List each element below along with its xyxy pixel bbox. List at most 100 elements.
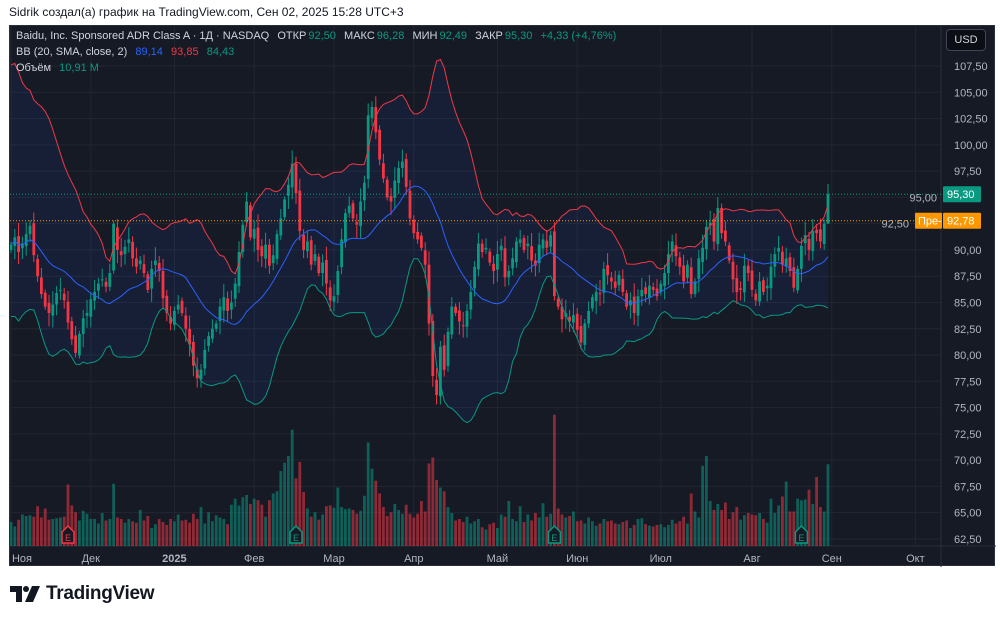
x-tick-label: Дек — [82, 553, 101, 565]
candle-body — [492, 263, 495, 271]
candle-body — [511, 258, 514, 269]
volume-bar — [199, 507, 203, 546]
tradingview-logo-icon — [10, 586, 40, 602]
candle-body — [545, 240, 549, 248]
candle-body — [150, 268, 153, 289]
candle-body — [249, 205, 252, 238]
volume-bar — [480, 527, 484, 546]
volume-bar — [537, 517, 541, 546]
tradingview-logo[interactable]: TradingView — [10, 583, 155, 605]
volume-bar — [689, 493, 693, 546]
candle-body — [480, 243, 484, 253]
candle-body — [252, 228, 256, 239]
candle-body — [70, 321, 74, 340]
volume-bar — [161, 522, 165, 546]
candle-body — [663, 273, 666, 287]
candle-body — [598, 293, 602, 295]
volume-bar — [575, 521, 579, 546]
volume-bar — [792, 511, 796, 546]
candle-body — [819, 229, 822, 242]
x-tick-label: Май — [487, 553, 509, 565]
volume-bar — [241, 497, 245, 546]
low-value: 92,49 — [439, 30, 467, 42]
volume-bar — [629, 528, 632, 546]
candle-body — [655, 288, 659, 297]
candle-body — [803, 235, 807, 244]
candle-body — [180, 300, 184, 313]
volume-bar — [712, 510, 716, 546]
bb-legend[interactable]: BB (20, SMA, close, 2) 89,14 93,85 84,43 — [16, 46, 236, 58]
candle-body — [344, 213, 347, 242]
candle-body — [621, 278, 625, 292]
symbol-legend[interactable]: Baidu, Inc. Sponsored ADR Class A · 1Д ·… — [16, 30, 618, 42]
x-tick-label: Ноя — [12, 553, 32, 565]
candle-body — [640, 289, 644, 297]
volume-bar — [214, 515, 218, 546]
volume-bar — [735, 507, 739, 546]
volume-bar — [822, 511, 826, 546]
candle-body — [541, 239, 545, 249]
volume-legend[interactable]: Объём 10,91 M — [16, 62, 101, 74]
volume-bar — [260, 504, 264, 546]
volume-bar — [302, 492, 305, 546]
chart-frame[interactable]: 107,50 105,00 102,50 100,00 97,50 95,00 92,50 9… — [9, 25, 996, 567]
candle-body — [302, 234, 305, 250]
y-tick-label: 97,50 — [954, 166, 982, 178]
earnings-marker-shape — [289, 524, 303, 544]
volume-bar — [385, 516, 389, 546]
volume-bar — [579, 520, 583, 546]
candle-body — [800, 245, 803, 269]
close-label: ЗАКР — [475, 30, 503, 42]
volume-bar — [739, 519, 742, 546]
volume-bar — [271, 493, 275, 546]
volume-bar — [195, 519, 199, 546]
candle-body — [735, 278, 739, 292]
volume-bar — [568, 516, 571, 546]
candle-body — [264, 244, 267, 259]
volume-bar — [13, 526, 17, 546]
candle-body — [355, 222, 359, 225]
volume-bar — [36, 506, 39, 546]
volume-bar — [81, 510, 85, 546]
candle-body — [298, 190, 302, 232]
candle-body — [670, 241, 674, 252]
volume-bar — [758, 513, 761, 546]
last-price-badge — [943, 186, 981, 203]
y-tick-label: 70,00 — [954, 455, 982, 467]
candle-body — [705, 226, 708, 250]
bb-lower-value: 84,43 — [206, 46, 235, 58]
volume-bar — [807, 489, 811, 546]
candle-body — [290, 163, 294, 188]
volume-bar — [325, 506, 328, 546]
candle-body — [579, 326, 583, 343]
candle-body — [66, 301, 70, 323]
volume-bar — [788, 511, 792, 546]
currency-button[interactable]: USD — [946, 29, 986, 51]
y-tick-label: 65,00 — [954, 508, 982, 520]
volume-bar — [522, 522, 526, 546]
volume-bar — [290, 429, 294, 546]
volume-bar — [249, 504, 252, 546]
open-value: 92,50 — [308, 30, 336, 42]
candle-body — [473, 266, 476, 289]
candle-body — [203, 349, 207, 369]
candle-body — [378, 129, 381, 160]
candle-body — [648, 285, 651, 298]
candle-body — [408, 190, 412, 219]
price-chart[interactable]: 107,50 105,00 102,50 100,00 97,50 95,00 92,50 9… — [10, 26, 996, 567]
volume-bar — [511, 519, 514, 546]
candle-body — [108, 273, 112, 287]
volume-bar — [796, 498, 799, 546]
candle-body — [24, 234, 28, 247]
volume-bar — [294, 478, 298, 546]
volume-bar — [765, 522, 769, 546]
candle-body — [74, 335, 77, 353]
volume-bar — [716, 504, 720, 546]
candle-body — [214, 323, 218, 329]
x-tick-label: Авг — [743, 553, 760, 565]
volume-bar — [313, 512, 317, 546]
candle-body — [340, 239, 343, 268]
volume-bar — [119, 519, 123, 546]
volume-bar — [420, 501, 423, 546]
candle-body — [537, 244, 541, 264]
